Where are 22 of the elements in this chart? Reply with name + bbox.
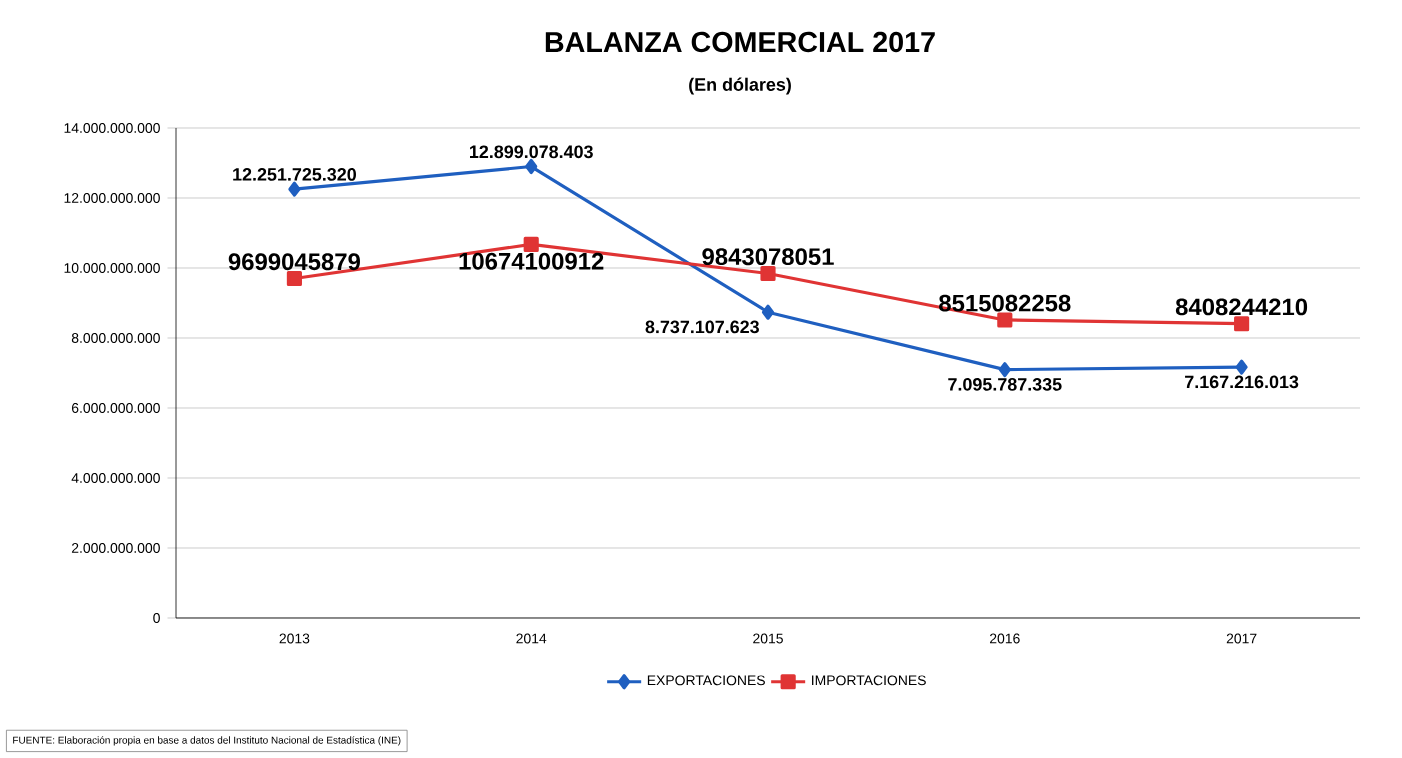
chart-title: BALANZA COMERCIAL 2017 [545, 31, 935, 53]
chart-subtitle: (En dólares) [689, 77, 791, 95]
point [760, 265, 776, 282]
data-label: 8408244210 [1175, 298, 1308, 316]
point [286, 270, 302, 287]
point [1235, 359, 1248, 375]
data-label: 8.737.107.623 [645, 320, 759, 334]
data-label: 12.899.078.403 [470, 145, 593, 159]
point [997, 312, 1013, 328]
data-label: 8515082258 [939, 294, 1071, 312]
data-label: 7.167.216.013 [1185, 375, 1299, 389]
point [1234, 316, 1250, 332]
data-label: 12.251.725.320 [233, 168, 356, 181]
point [288, 181, 301, 197]
point [761, 304, 775, 320]
point [998, 362, 1011, 378]
data-label: 7.095.787.335 [948, 378, 1062, 391]
point [523, 236, 539, 252]
data-label: 10674100912 [459, 252, 604, 270]
point [525, 158, 538, 175]
data-label: 9843078051 [702, 248, 834, 266]
data-label: 9699045879 [228, 253, 360, 271]
